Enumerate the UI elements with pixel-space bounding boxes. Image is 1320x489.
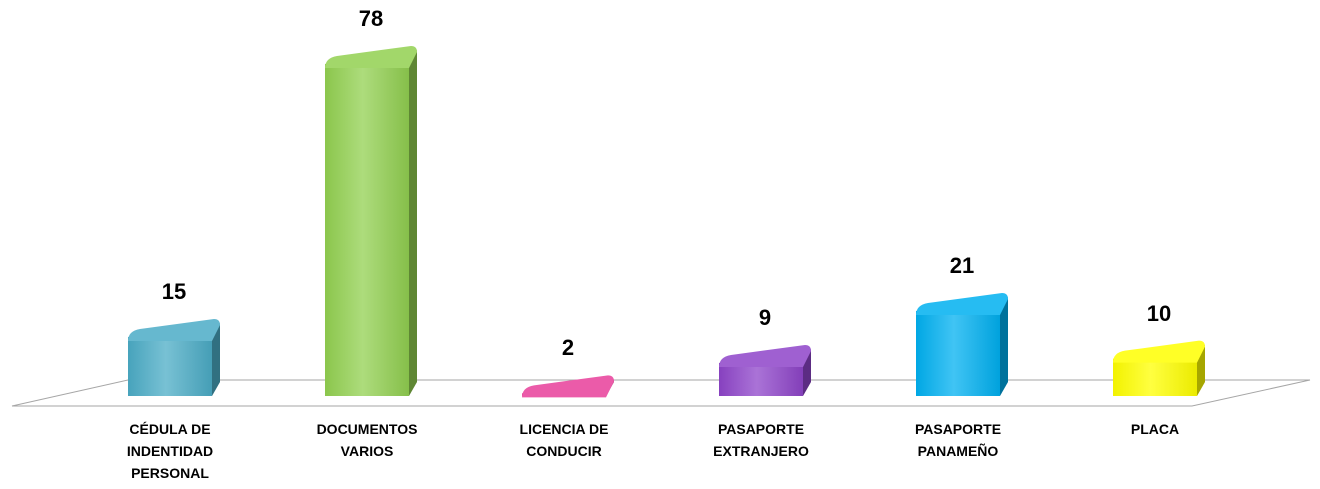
bar <box>522 375 614 398</box>
bar-cap <box>719 345 811 367</box>
bar <box>1113 340 1205 396</box>
bar-side <box>1000 297 1008 396</box>
category-label: PLACA <box>1130 421 1180 437</box>
bar-side <box>212 323 220 396</box>
data-label: 10 <box>1146 300 1172 326</box>
bar-front <box>719 363 803 396</box>
bar-front <box>916 311 1000 396</box>
bar <box>719 345 811 396</box>
category-label: PASAPORTE PANAMEÑO <box>914 421 1002 459</box>
bar-front <box>325 64 409 396</box>
bar <box>128 319 220 396</box>
bar-cap <box>522 375 614 398</box>
category-label: PASAPORTE EXTRANJERO <box>713 421 809 459</box>
category-label: DOCUMENTOS VARIOS <box>316 421 418 459</box>
bar <box>325 46 417 396</box>
bar-front <box>1113 358 1197 396</box>
data-label: 15 <box>161 279 187 304</box>
data-label: 78 <box>358 6 384 31</box>
bar-cap <box>325 46 417 68</box>
data-label: 2 <box>561 335 575 361</box>
bar-cap <box>1113 340 1205 363</box>
category-label: LICENCIA DE CONDUCIR <box>519 421 609 459</box>
bar-cap <box>916 293 1008 315</box>
bar <box>916 293 1008 396</box>
chart-bars <box>128 46 1205 398</box>
bar-cap <box>128 319 220 341</box>
data-label: 9 <box>758 305 772 330</box>
bar-side <box>409 50 417 396</box>
category-label: CÉDULA DE INDENTIDAD PERSONAL <box>126 421 214 481</box>
bar-front <box>128 337 212 396</box>
data-label: 21 <box>949 253 975 278</box>
